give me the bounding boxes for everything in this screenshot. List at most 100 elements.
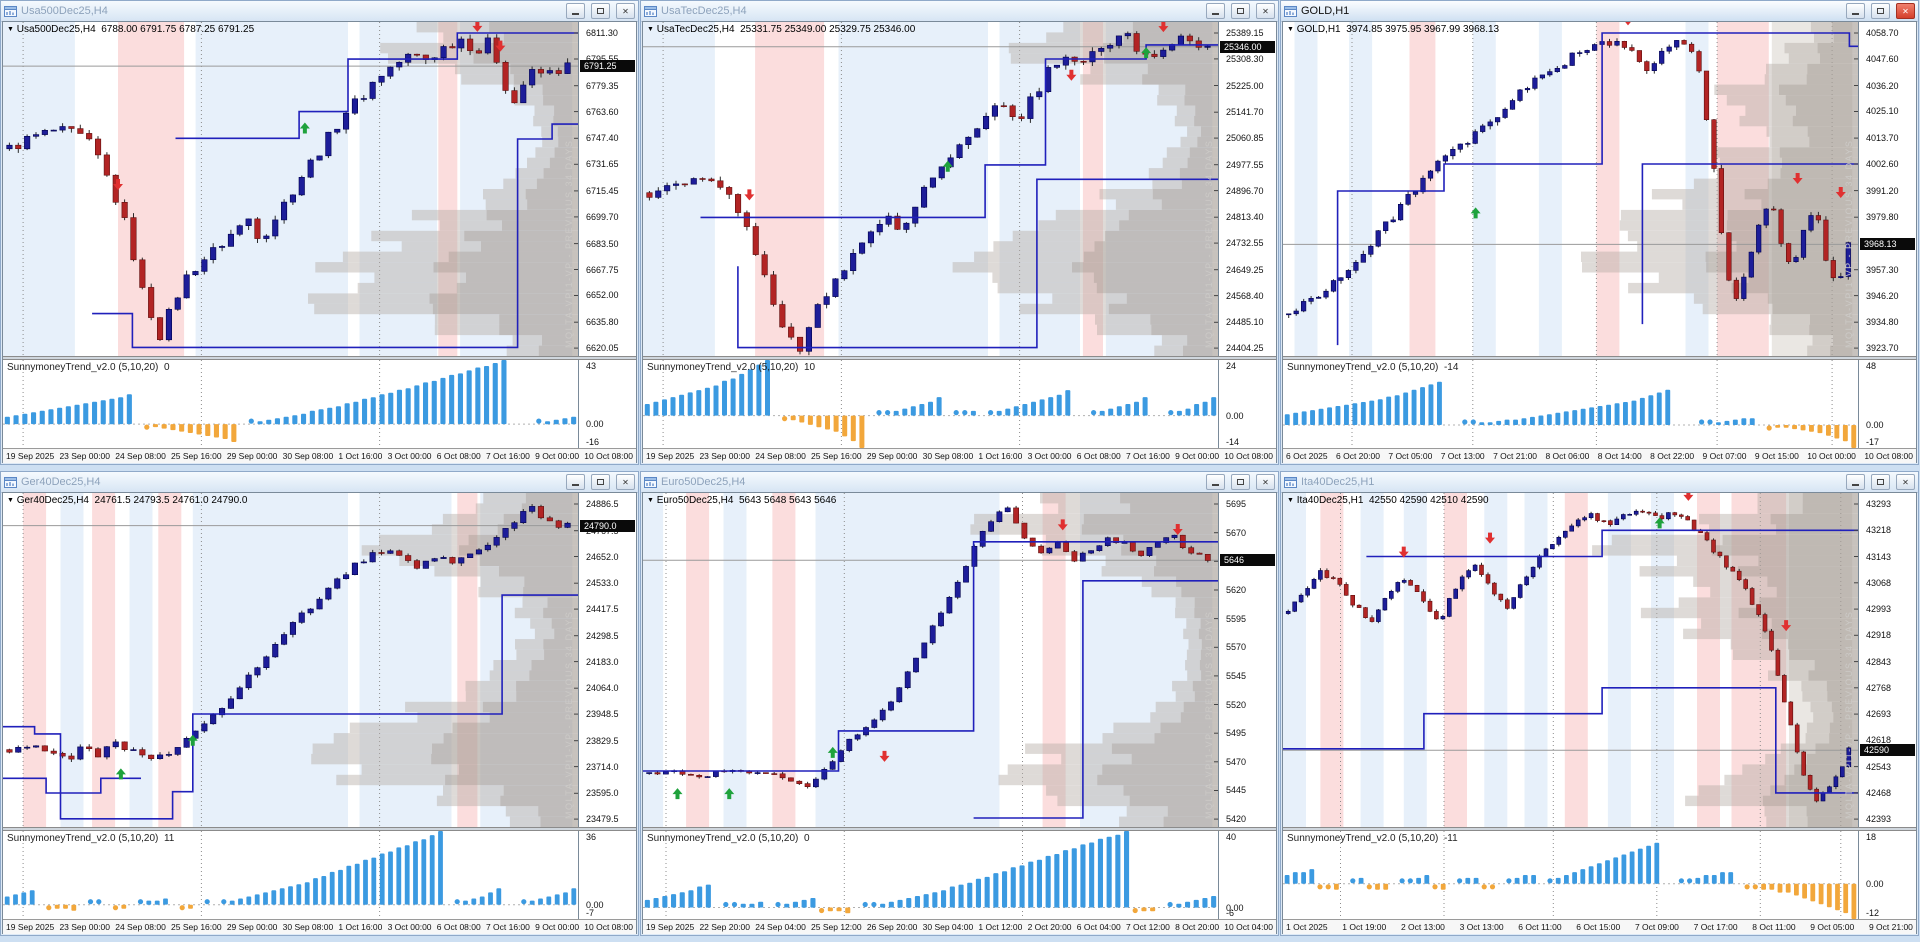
time-axis-label: 30 Sep 08:00 [282,922,334,932]
price-axis[interactable]: 43293 43218 43143 43068 42993 42918 42843 42768… [1858,493,1918,827]
minimize-button[interactable] [566,3,585,19]
time-axis-label: 22 Sep 20:00 [699,922,751,932]
price-tick-label: 24183.0 [586,657,619,667]
chart-ohlc-header[interactable]: ▼ Ita40Dec25,H1 42550 42590 42510 42590 [1287,495,1489,506]
price-tick-label: 23595.0 [586,788,619,798]
restore-button[interactable] [591,474,610,490]
time-axis[interactable]: 19 Sep 2025 22 Sep 20:00 24 Sep 04:00 25 Se… [643,919,1276,934]
time-axis[interactable]: 19 Sep 2025 23 Sep 00:00 24 Sep 08:00 25 Se… [643,448,1276,463]
time-axis[interactable]: 6 Oct 2025 6 Oct 20:00 7 Oct 05:00 7 Oct 13… [1283,448,1916,463]
trend-step-line [643,540,1218,772]
indicator-panel[interactable]: SunnymoneyTrend_v2.0 (5,10,20) 0 [643,831,1218,919]
price-axis[interactable]: 5695567056455620559555705545552054955470… [1218,493,1278,827]
minimize-button[interactable] [1846,3,1865,19]
close-button[interactable]: ✕ [1256,474,1275,490]
price-chart[interactable]: ▼ UsaTecDec25,H4 25331.75 25349.00 25329… [643,22,1218,356]
chart-client-area: ▼ UsaTecDec25,H4 25331.75 25349.00 25329… [642,21,1277,463]
price-tick-label: 6635.80 [586,317,619,327]
close-button[interactable]: ✕ [616,474,635,490]
sell-arrow-icon [1172,523,1183,535]
price-chart[interactable]: ▼ Euro50Dec25,H4 5643 5648 5643 5646 MQL… [643,493,1218,827]
price-tick-label: 43218 [1866,525,1892,535]
panel-splitter[interactable] [3,356,636,360]
price-tick-label: 5470 [1226,757,1247,767]
window-titlebar[interactable]: Euro50Dec25,H4 ✕ [641,472,1278,493]
panel-splitter[interactable] [1283,356,1916,360]
price-chart[interactable]: ▼ Usa500Dec25,H4 6788.00 6791.75 6787.25… [3,22,578,356]
indicator-label: SunnymoneyTrend_v2.0 (5,10,20) -14 [1287,362,1459,373]
collapse-arrow-icon[interactable]: ▼ [7,497,14,504]
minimize-button[interactable] [566,474,585,490]
buy-arrow-icon [942,160,953,172]
panel-splitter[interactable] [1283,827,1916,831]
time-axis-label: 19 Sep 2025 [646,451,695,461]
panel-splitter[interactable] [643,827,1276,831]
current-price-label: 24790.0 [580,520,635,532]
chart-client-area: ▼ Usa500Dec25,H4 6788.00 6791.75 6787.25… [2,21,637,463]
restore-button[interactable] [1871,3,1890,19]
collapse-arrow-icon[interactable]: ▼ [7,26,14,33]
window-titlebar[interactable]: GOLD,H1 ✕ [1281,1,1918,22]
collapse-arrow-icon[interactable]: ▼ [1287,26,1294,33]
price-tick-label: 3991.20 [1866,186,1899,196]
chart-ohlc-header[interactable]: ▼ GOLD,H1 3974.85 3975.95 3967.99 3968.1… [1287,24,1500,35]
time-axis-label: 19 Sep 2025 [6,922,55,932]
price-tick-label: 6699.70 [586,212,619,222]
minimize-button[interactable] [1206,474,1225,490]
restore-button[interactable] [1871,474,1890,490]
price-chart[interactable]: ▼ GOLD,H1 3974.85 3975.95 3967.99 3968.1… [1283,22,1858,356]
price-tick-label: 42843 [1866,657,1892,667]
indicator-panel[interactable]: SunnymoneyTrend_v2.0 (5,10,20) -14 [1283,360,1858,448]
chart-ohlc-header[interactable]: ▼ Euro50Dec25,H4 5643 5648 5643 5646 [647,495,837,506]
price-chart[interactable]: ▼ Ger40Dec25,H4 24761.5 24793.5 24761.0 … [3,493,578,827]
chart-window-icon [1284,5,1297,17]
time-axis-label: 25 Sep 16:00 [811,451,862,461]
ohlc-values: 24761.5 24793.5 24761.0 24790.0 [94,495,248,506]
time-axis[interactable]: 19 Sep 2025 23 Sep 00:00 24 Sep 08:00 25 Se… [3,448,636,463]
price-tick-label: 24485.10 [1226,317,1264,327]
panel-splitter[interactable] [643,356,1276,360]
indicator-panel[interactable]: SunnymoneyTrend_v2.0 (5,10,20) 11 [3,831,578,919]
collapse-arrow-icon[interactable]: ▼ [1287,497,1294,504]
chart-ohlc-header[interactable]: ▼ Ger40Dec25,H4 24761.5 24793.5 24761.0 … [7,495,248,506]
window-title: Euro50Dec25,H4 [661,476,746,488]
restore-button[interactable] [1231,3,1250,19]
trend-step-line [1641,163,1858,325]
panel-splitter[interactable] [3,827,636,831]
time-axis-label: 9 Oct 05:00 [1810,922,1855,932]
price-axis[interactable]: 25389.15 25308.30 25225.00 25141.70 25060.85… [1218,22,1278,356]
window-titlebar[interactable]: UsaTecDec25,H4 ✕ [641,1,1278,22]
restore-button[interactable] [591,3,610,19]
collapse-arrow-icon[interactable]: ▼ [647,497,654,504]
indicator-panel[interactable]: SunnymoneyTrend_v2.0 (5,10,20) -11 [1283,831,1858,919]
chart-client-area: ▼ GOLD,H1 3974.85 3975.95 3967.99 3968.1… [1282,21,1917,463]
time-axis[interactable]: 19 Sep 2025 23 Sep 00:00 24 Sep 08:00 25 Se… [3,919,636,934]
price-tick-label: 23948.5 [586,709,619,719]
indicator-panel[interactable]: SunnymoneyTrend_v2.0 (5,10,20) 0 [3,360,578,448]
close-button[interactable]: ✕ [1256,3,1275,19]
price-chart[interactable]: ▼ Ita40Dec25,H1 42550 42590 42510 42590 … [1283,493,1858,827]
collapse-arrow-icon[interactable]: ▼ [647,26,654,33]
indicator-panel[interactable]: SunnymoneyTrend_v2.0 (5,10,20) 10 [643,360,1218,448]
indicator-min-label: -7 [586,908,595,918]
close-button[interactable]: ✕ [1896,3,1915,19]
price-tick-label: 3923.70 [1866,343,1899,353]
chart-ohlc-header[interactable]: ▼ Usa500Dec25,H4 6788.00 6791.75 6787.25… [7,24,255,35]
time-axis[interactable]: 1 Oct 2025 1 Oct 19:00 2 Oct 13:00 3 Oct 13… [1283,919,1916,934]
price-axis[interactable]: 4058.70 4047.60 4036.20 4025.10 4013.70 4002.… [1858,22,1918,356]
price-tick-label: 24533.0 [586,578,619,588]
window-titlebar[interactable]: Ita40Dec25,H1 ✕ [1281,472,1918,493]
window-titlebar[interactable]: Usa500Dec25,H4 ✕ [1,1,638,22]
price-axis[interactable]: 24886.524767.524652.024533.024417.524298… [578,493,638,827]
restore-button[interactable] [1231,474,1250,490]
minimize-button[interactable] [1206,3,1225,19]
close-button[interactable]: ✕ [1896,474,1915,490]
price-tick-label: 24064.0 [586,683,619,693]
chart-ohlc-header[interactable]: ▼ UsaTecDec25,H4 25331.75 25349.00 25329… [647,24,916,35]
minimize-button[interactable] [1846,474,1865,490]
window-titlebar[interactable]: Ger40Dec25,H4 ✕ [1,472,638,493]
restore-icon [1877,8,1884,14]
close-button[interactable]: ✕ [616,3,635,19]
price-axis[interactable]: 6811.30 6795.55 6779.35 6763.60 6747.40 6731.… [578,22,638,356]
price-tick-label: 5545 [1226,671,1247,681]
